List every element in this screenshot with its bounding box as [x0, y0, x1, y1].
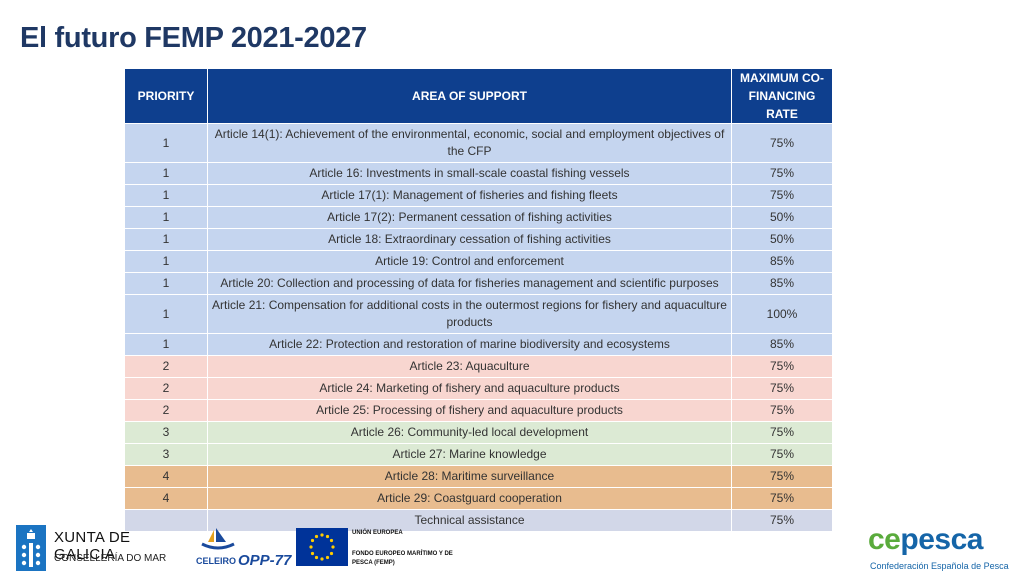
area-cell: Article 26: Community-led local developm…: [207, 421, 732, 444]
area-cell: Article 19: Control and enforcement: [207, 250, 732, 273]
table-row: Technical assistance 75%: [124, 509, 833, 532]
rate-cell: 75%: [731, 465, 833, 488]
rate-cell: 75%: [731, 377, 833, 400]
area-cell: Article 18: Extraordinary cessation of f…: [207, 228, 732, 251]
eu-logo: UNIÓN EUROPEA FONDO EUROPEO MARÍTIMO Y D…: [296, 528, 466, 572]
table-row: 4 Article 29: Coastguard cooperation 75%: [124, 487, 833, 510]
rate-cell: 75%: [731, 421, 833, 444]
priority-cell: 3: [124, 443, 208, 466]
cepesca-wordmark-ce: ce: [868, 523, 901, 556]
table-row: 1 Article 17(1): Management of fisheries…: [124, 184, 833, 207]
rate-cell: 85%: [731, 333, 833, 356]
header-rate: MAXIMUM CO-FINANCING RATE: [731, 68, 833, 124]
femp-label: FONDO EUROPEO MARÍTIMO Y DE PESCA (FEMP): [352, 551, 453, 566]
priority-cell: 2: [124, 399, 208, 422]
table-row: 1 Article 22: Protection and restoration…: [124, 333, 833, 356]
cepesca-wordmark: cepesca: [868, 523, 983, 557]
rate-cell: 100%: [731, 294, 833, 334]
area-cell: Article 21: Compensation for additional …: [207, 294, 732, 334]
priority-cell: 4: [124, 487, 208, 510]
rate-cell: 75%: [731, 184, 833, 207]
area-cell: Article 17(2): Permanent cessation of fi…: [207, 206, 732, 229]
priority-cell: 1: [124, 123, 208, 163]
opp-label: OPP-77: [238, 552, 292, 569]
rate-cell: 85%: [731, 272, 833, 295]
rate-cell: 75%: [731, 399, 833, 422]
table-row: 1 Article 19: Control and enforcement 85…: [124, 250, 833, 273]
rate-cell: 85%: [731, 250, 833, 273]
area-cell: Article 20: Collection and processing of…: [207, 272, 732, 295]
table-row: 2 Article 25: Processing of fishery and …: [124, 399, 833, 422]
priority-cell: 1: [124, 294, 208, 334]
financing-table: PRIORITY AREA OF SUPPORT MAXIMUM CO-FINA…: [124, 68, 833, 532]
rate-cell: 50%: [731, 206, 833, 229]
rate-cell: 75%: [731, 123, 833, 163]
xunta-logo: XUNTA DE GALICIA CONSELLERÍA DO MAR: [16, 525, 196, 571]
eu-label: UNIÓN EUROPEA: [352, 530, 403, 536]
table-row: 1 Article 21: Compensation for additiona…: [124, 294, 833, 334]
xunta-name: XUNTA DE GALICIA: [54, 529, 131, 563]
eu-flag-icon: [296, 528, 348, 566]
table-row: 3 Article 27: Marine knowledge 75%: [124, 443, 833, 466]
priority-cell: 1: [124, 206, 208, 229]
boat-icon: [201, 528, 235, 550]
rate-cell: 50%: [731, 228, 833, 251]
area-cell: Article 23: Aquaculture: [207, 355, 732, 378]
area-cell: Technical assistance: [207, 509, 732, 532]
table-row: 2 Article 24: Marketing of fishery and a…: [124, 377, 833, 400]
table-row: 1 Article 18: Extraordinary cessation of…: [124, 228, 833, 251]
area-cell: Article 27: Marine knowledge: [207, 443, 732, 466]
priority-cell: [124, 509, 208, 532]
cepesca-subtitle: Confederación Española de Pesca: [870, 561, 1009, 571]
priority-cell: 1: [124, 162, 208, 185]
rate-cell: 75%: [731, 487, 833, 510]
priority-cell: 2: [124, 355, 208, 378]
rate-cell: 75%: [731, 509, 833, 532]
cepesca-wordmark-pesca: pesca: [900, 523, 983, 556]
table-row: 1 Article 20: Collection and processing …: [124, 272, 833, 295]
rate-cell: 75%: [731, 443, 833, 466]
area-cell: Article 29: Coastguard cooperation: [207, 487, 732, 510]
header-priority: PRIORITY: [124, 68, 208, 124]
page-title: El futuro FEMP 2021-2027: [20, 22, 367, 54]
galicia-crest-icon: [16, 525, 46, 571]
area-cell: Article 24: Marketing of fishery and aqu…: [207, 377, 732, 400]
priority-cell: 1: [124, 184, 208, 207]
priority-cell: 1: [124, 250, 208, 273]
xunta-subtitle: CONSELLERÍA DO MAR: [54, 553, 167, 564]
footer-logos: XUNTA DE GALICIA CONSELLERÍA DO MAR CELE…: [0, 520, 1024, 576]
celeiro-logo: CELEIRO OPP-77: [196, 526, 296, 572]
priority-cell: 4: [124, 465, 208, 488]
area-cell: Article 17(1): Management of fisheries a…: [207, 184, 732, 207]
cepesca-logo: cepesca Confederación Española de Pesca: [864, 523, 1024, 573]
table-row: 1 Article 14(1): Achievement of the envi…: [124, 123, 833, 163]
table-header-row: PRIORITY AREA OF SUPPORT MAXIMUM CO-FINA…: [124, 68, 833, 124]
rate-cell: 75%: [731, 355, 833, 378]
priority-cell: 3: [124, 421, 208, 444]
rate-cell: 75%: [731, 162, 833, 185]
table-row: 1 Article 17(2): Permanent cessation of …: [124, 206, 833, 229]
priority-cell: 1: [124, 228, 208, 251]
area-cell: Article 22: Protection and restoration o…: [207, 333, 732, 356]
area-cell: Article 25: Processing of fishery and aq…: [207, 399, 732, 422]
table-row: 2 Article 23: Aquaculture 75%: [124, 355, 833, 378]
table-row: 3 Article 26: Community-led local develo…: [124, 421, 833, 444]
table-row: 1 Article 16: Investments in small-scale…: [124, 162, 833, 185]
priority-cell: 1: [124, 272, 208, 295]
area-cell: Article 14(1): Achievement of the enviro…: [207, 123, 732, 163]
header-area: AREA OF SUPPORT: [207, 68, 732, 124]
area-cell: Article 16: Investments in small-scale c…: [207, 162, 732, 185]
area-cell: Article 28: Maritime surveillance: [207, 465, 732, 488]
table-row: 4 Article 28: Maritime surveillance 75%: [124, 465, 833, 488]
priority-cell: 2: [124, 377, 208, 400]
celeiro-name: CELEIRO: [196, 556, 237, 566]
priority-cell: 1: [124, 333, 208, 356]
